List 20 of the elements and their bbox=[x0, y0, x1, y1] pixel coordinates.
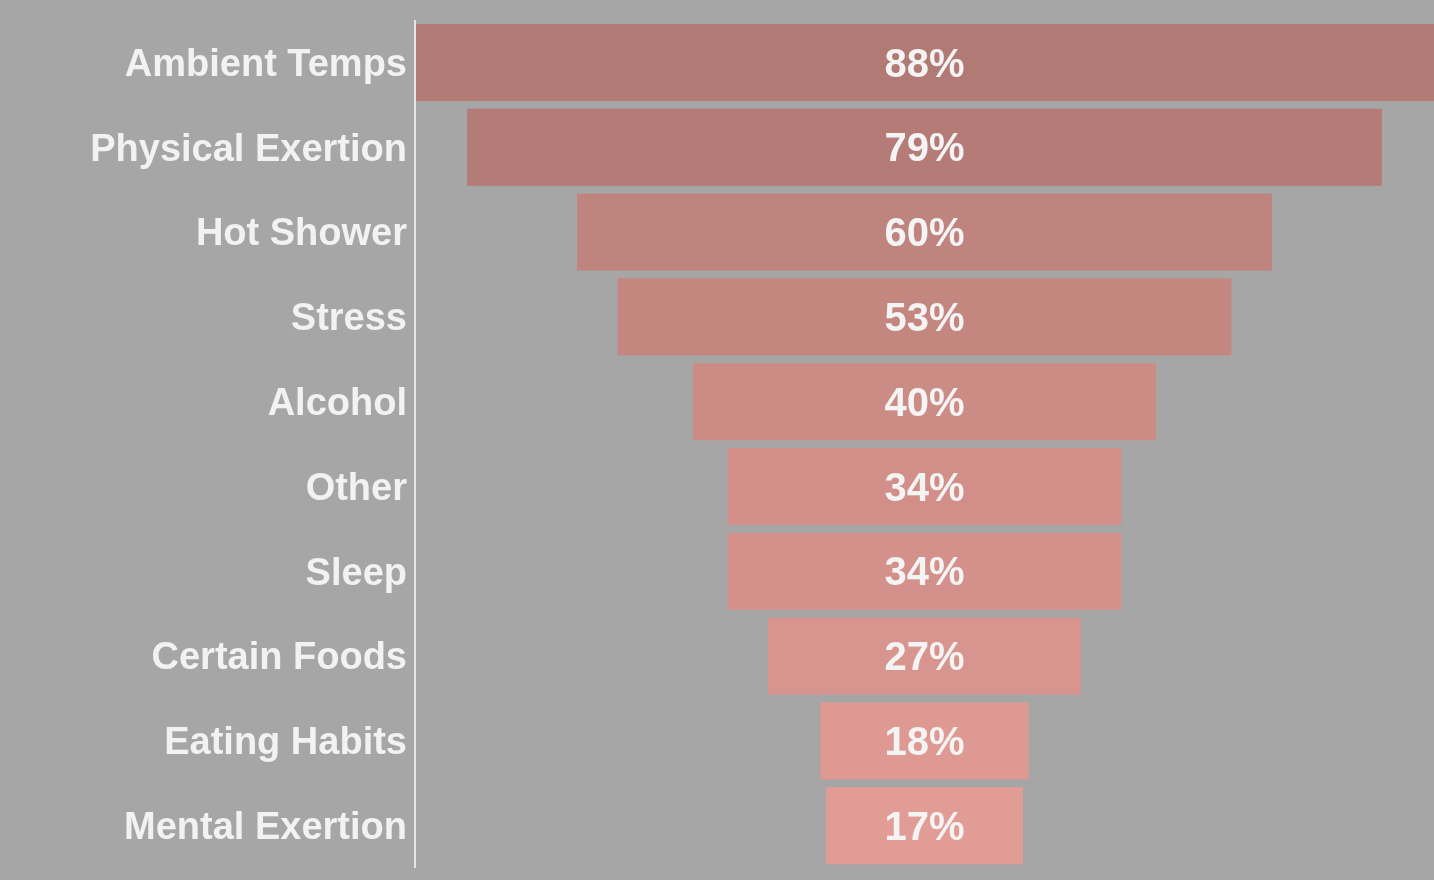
category-label: Certain Foods bbox=[151, 635, 407, 678]
category-label: Mental Exertion bbox=[124, 805, 407, 848]
data-label: 88% bbox=[884, 40, 965, 85]
data-label: 79% bbox=[884, 125, 965, 170]
category-label: Stress bbox=[290, 296, 407, 339]
data-label: 34% bbox=[884, 464, 965, 509]
category-label: Sleep bbox=[305, 550, 407, 593]
category-label: Ambient Temps bbox=[124, 41, 407, 84]
data-label: 40% bbox=[884, 379, 965, 424]
category-label: Physical Exertion bbox=[90, 126, 407, 169]
data-label: 17% bbox=[884, 803, 965, 848]
category-label: Alcohol bbox=[267, 381, 407, 424]
data-label: 60% bbox=[884, 210, 965, 255]
data-label: 53% bbox=[884, 294, 965, 339]
category-label: Other bbox=[305, 465, 408, 508]
category-label: Eating Habits bbox=[164, 720, 407, 763]
data-label: 27% bbox=[884, 634, 965, 679]
category-label: Hot Shower bbox=[195, 211, 408, 254]
data-label: 34% bbox=[884, 549, 965, 594]
data-label: 18% bbox=[884, 718, 965, 763]
